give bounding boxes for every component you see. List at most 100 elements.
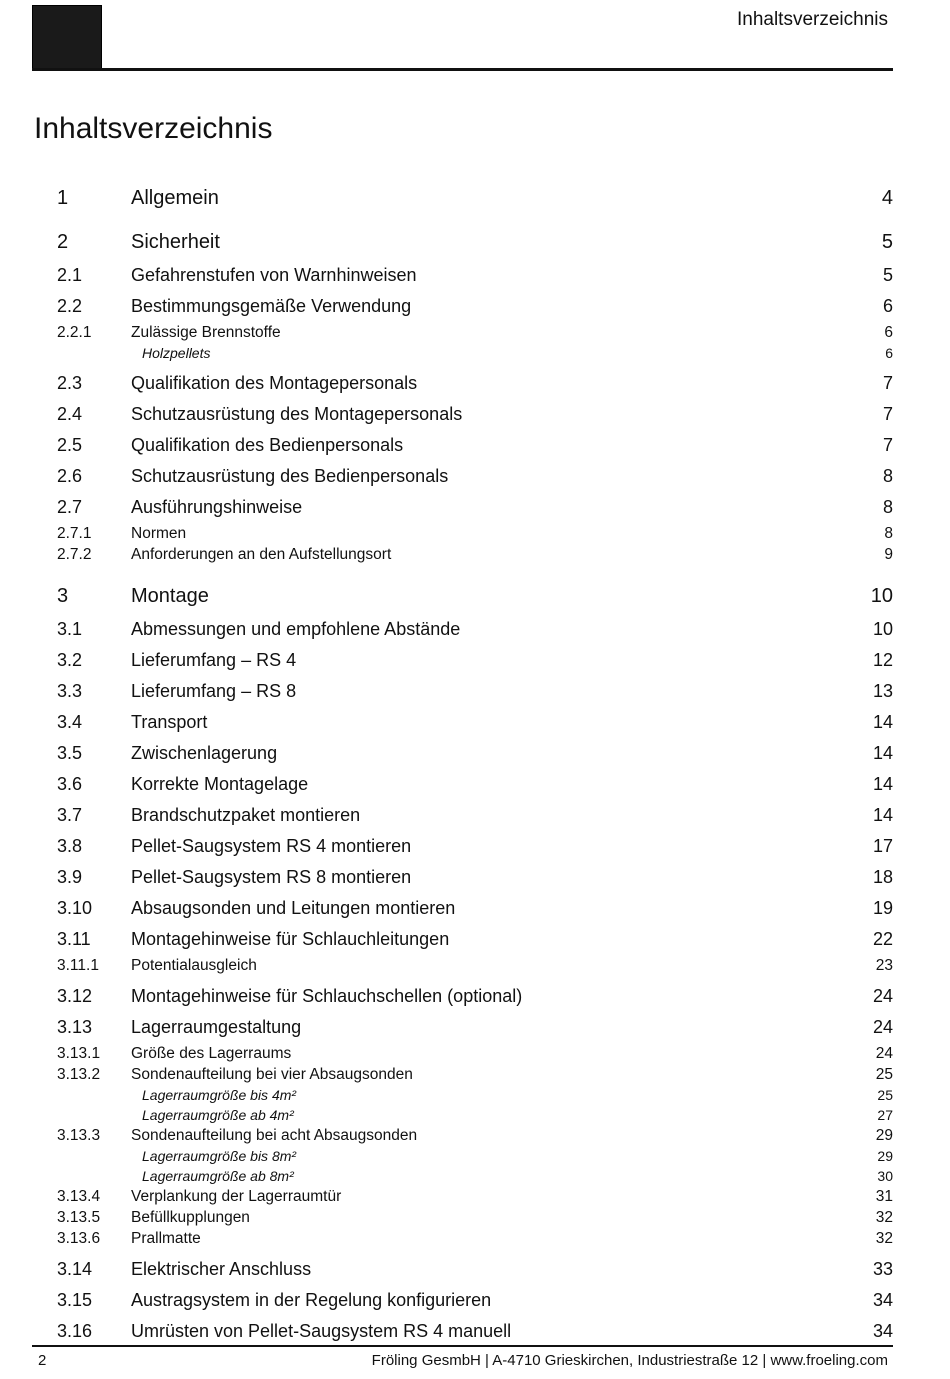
- toc-section-number: 2.7: [57, 497, 83, 517]
- toc-section: 3.7 Brandschutzpaket montieren 14: [0, 800, 950, 831]
- toc-chapter-title: Allgemein: [131, 186, 219, 209]
- toc-section-number: 3.14: [57, 1259, 93, 1279]
- toc-section-title: Lieferumfang – RS 8: [131, 681, 297, 701]
- toc-subsection: 3.13.1 Größe des Lagerraums 24: [0, 1043, 950, 1064]
- toc-subsection-page: 29: [875, 1126, 893, 1144]
- header-rule: [32, 68, 893, 71]
- toc-subsection-title: Prallmatte: [131, 1229, 201, 1247]
- toc-section-title: Schutzausrüstung des Bedienpersonals: [131, 466, 449, 486]
- toc-section: 2.1 Gefahrenstufen von Warnhinweisen 5: [0, 260, 950, 291]
- toc-section-page: 14: [872, 712, 893, 732]
- toc-section-page: 8: [882, 466, 893, 486]
- toc-subsection-page: 6: [884, 323, 893, 341]
- toc-section-page: 18: [872, 867, 893, 887]
- toc-section-title: Gefahrenstufen von Warnhinweisen: [131, 265, 417, 285]
- toc-section-title: Zwischenlagerung: [131, 743, 278, 763]
- toc-section: 3.1 Abmessungen und empfohlene Abstände 10: [0, 614, 950, 645]
- toc-section-page: 7: [882, 435, 893, 455]
- toc-section-number: 3.11: [57, 929, 91, 949]
- toc-section-number: 3.3: [57, 681, 83, 701]
- toc-subsection-page: 32: [875, 1229, 893, 1247]
- toc-section-page: 24: [872, 986, 893, 1006]
- toc-section-page: 19: [872, 898, 893, 918]
- toc-subsection-number: 2.7.1: [57, 524, 92, 542]
- toc-section-number: 2.2: [57, 296, 83, 316]
- toc-item: Lagerraumgröße bis 8m² 29: [0, 1146, 950, 1166]
- toc-section-title: Korrekte Montagelage: [131, 774, 309, 794]
- toc-section-title: Montagehinweise für Schlauchleitungen: [131, 929, 450, 949]
- toc-section: 3.4 Transport 14: [0, 707, 950, 738]
- footer-text: Fröling GesmbH | A-4710 Grieskirchen, In…: [371, 1352, 888, 1369]
- toc-section: 3.2 Lieferumfang – RS 4 12: [0, 645, 950, 676]
- toc-section-page: 33: [872, 1259, 893, 1279]
- toc-subsection-number: 2.7.2: [57, 545, 92, 563]
- toc-section-page: 24: [872, 1017, 893, 1037]
- toc-section-page: 7: [882, 404, 893, 424]
- toc-section-number: 2.4: [57, 404, 83, 424]
- toc-section-title: Qualifikation des Bedienpersonals: [131, 435, 404, 455]
- toc-chapter-number: 3: [57, 584, 69, 607]
- toc-section-page: 6: [882, 296, 893, 316]
- toc-subsection-group: 2.2.1 Zulässige Brennstoffe 6 Holzpellets 6: [0, 322, 950, 368]
- toc-subsection: 3.13.5 Befüllkupplungen 32: [0, 1207, 950, 1228]
- toc-subsection: 3.13.4 Verplankung der Lagerraumtür 31: [0, 1186, 950, 1207]
- toc-section: 3.11 Montagehinweise für Schlauchleitunge…: [0, 924, 950, 955]
- toc-section: 3.6 Korrekte Montagelage 14: [0, 769, 950, 800]
- toc-subsection-group: 3.11.1 Potentialausgleich 23: [0, 955, 950, 981]
- toc-subsection-page: 8: [884, 524, 893, 542]
- toc-section-number: 3.15: [57, 1290, 93, 1310]
- toc-subsection-title: Sondenaufteilung bei acht Absaugsonden: [131, 1126, 418, 1144]
- toc-item-title: Lagerraumgröße ab 4m²: [142, 1107, 294, 1123]
- toc-subsection: 2.7.2 Anforderungen an den Aufstellungsor…: [0, 544, 950, 565]
- toc-section-page: 34: [872, 1321, 893, 1341]
- toc-section-page: 13: [872, 681, 893, 701]
- toc-subsection-number: 3.13.5: [57, 1208, 101, 1226]
- toc-section: 3.16 Umrüsten von Pellet-Saugsystem RS 4 …: [0, 1316, 950, 1347]
- toc-section-title: Absaugsonden und Leitungen montieren: [131, 898, 456, 918]
- toc-subsection-title: Befüllkupplungen: [131, 1208, 250, 1226]
- toc-section-number: 2.6: [57, 466, 83, 486]
- toc-subsection-number: 3.13.1: [57, 1044, 101, 1062]
- toc-subsection-title: Verplankung der Lagerraumtür: [131, 1187, 342, 1205]
- toc-section-number: 3.7: [57, 805, 83, 825]
- toc-section-page: 34: [872, 1290, 893, 1310]
- toc-item-title: Holzpellets: [142, 345, 211, 361]
- toc-section-title: Pellet-Saugsystem RS 8 montieren: [131, 867, 412, 887]
- toc-section: 3.9 Pellet-Saugsystem RS 8 montieren 18: [0, 862, 950, 893]
- toc-section-number: 3.5: [57, 743, 83, 763]
- toc-subsection: 3.13.3 Sondenaufteilung bei acht Absaugso…: [0, 1125, 950, 1146]
- toc-subsection-number: 2.2.1: [57, 323, 92, 341]
- toc-section: 2.4 Schutzausrüstung des Montagepersonals…: [0, 399, 950, 430]
- toc-item: Lagerraumgröße ab 4m² 27: [0, 1105, 950, 1125]
- toc-subsection-page: 32: [875, 1208, 893, 1226]
- toc: 1 Allgemein 4 2 Sicherheit 5 2.1 Gefahrenstufen…: [0, 180, 950, 1347]
- toc-section: 3.14 Elektrischer Anschluss 33: [0, 1254, 950, 1285]
- toc-subsection-group: 3.13.1 Größe des Lagerraums 24 3.13.2 Sonden…: [0, 1043, 950, 1254]
- toc-chapter-page: 4: [881, 186, 893, 209]
- toc-subsection: 2.7.1 Normen 8: [0, 523, 950, 544]
- header-block: [32, 5, 102, 70]
- toc-section-page: 8: [882, 497, 893, 517]
- toc-section-number: 3.6: [57, 774, 83, 794]
- toc-section: 3.5 Zwischenlagerung 14: [0, 738, 950, 769]
- toc-subsection: 3.13.2 Sondenaufteilung bei vier Absaugso…: [0, 1064, 950, 1085]
- toc-section-page: 5: [882, 265, 893, 285]
- toc-chapter-page: 10: [870, 584, 893, 607]
- toc-section-title: Abmessungen und empfohlene Abstände: [131, 619, 461, 639]
- toc-section-page: 14: [872, 774, 893, 794]
- toc-section-title: Transport: [131, 712, 208, 732]
- toc-subsection-group: 2.7.1 Normen 8 2.7.2 Anforderungen an den Au…: [0, 523, 950, 570]
- toc-subsection: 3.11.1 Potentialausgleich 23: [0, 955, 950, 976]
- toc-section-number: 3.9: [57, 867, 83, 887]
- toc-section-number: 2.5: [57, 435, 83, 455]
- toc-section-number: 2.1: [57, 265, 83, 285]
- toc-section-page: 14: [872, 743, 893, 763]
- toc-subsection-number: 3.13.4: [57, 1187, 101, 1205]
- toc-item-page: 6: [885, 345, 893, 361]
- toc-section-number: 3.13: [57, 1017, 93, 1037]
- toc-subsection-number: 3.13.3: [57, 1126, 101, 1144]
- toc-section: 3.10 Absaugsonden und Leitungen montieren…: [0, 893, 950, 924]
- toc-section: 2.3 Qualifikation des Montagepersonals 7: [0, 368, 950, 399]
- footer-page: 2: [38, 1352, 47, 1369]
